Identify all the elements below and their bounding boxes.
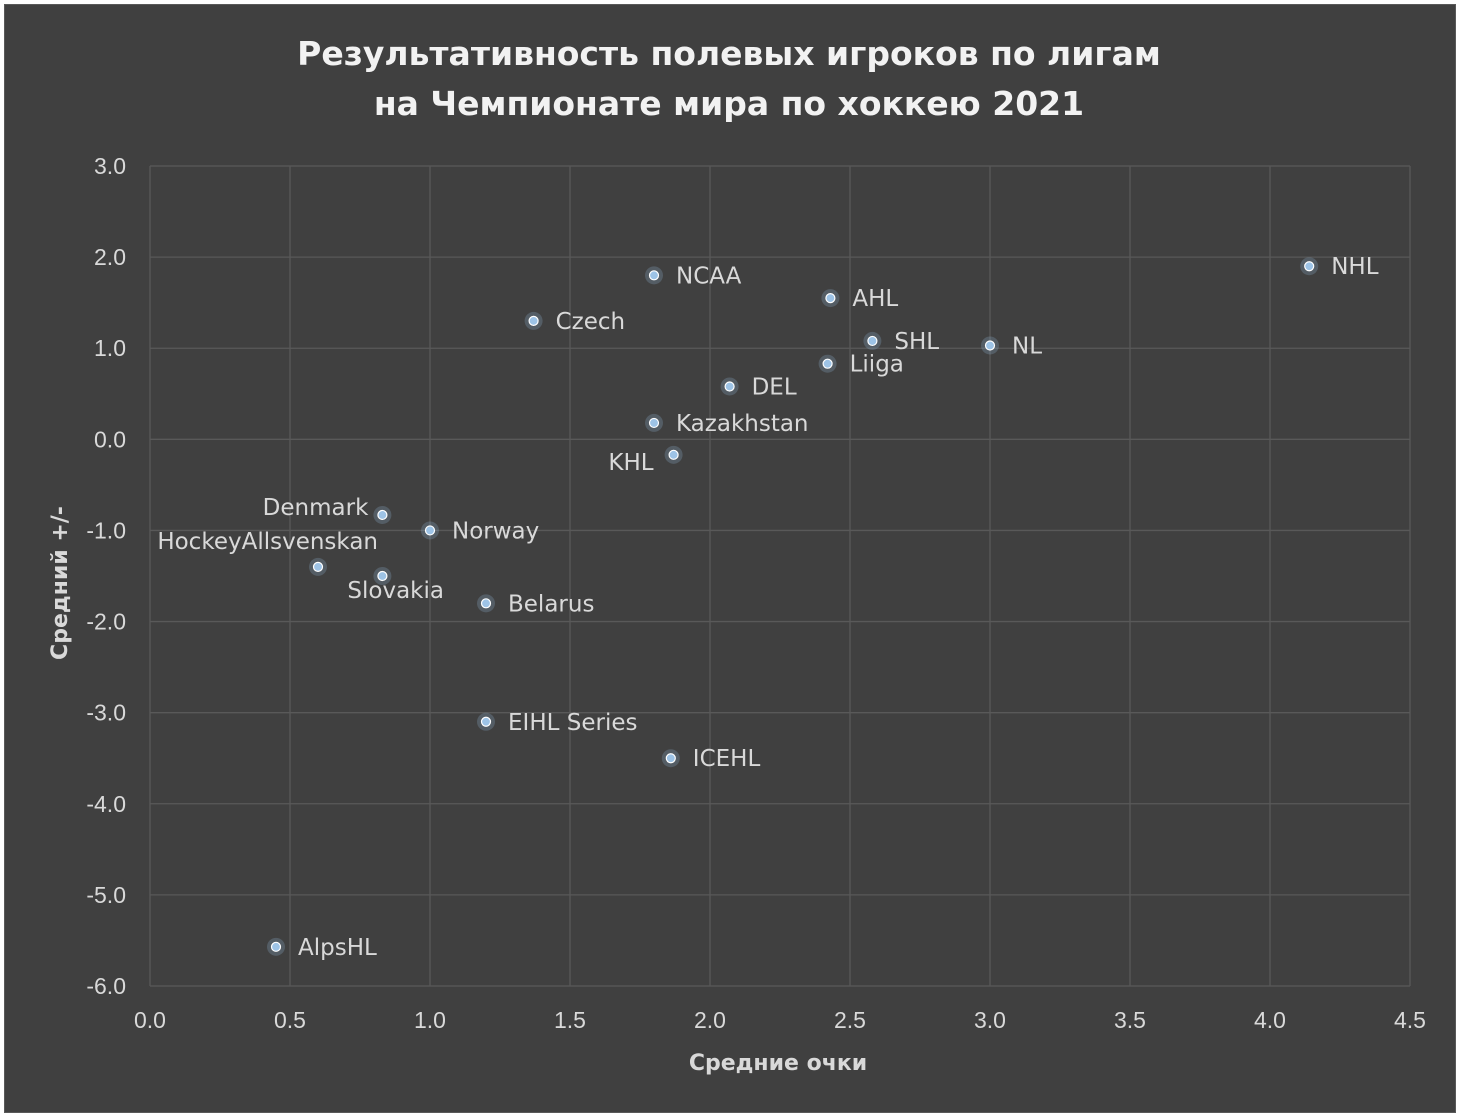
data-point (480, 598, 492, 609)
data-label: Kazakhstan (676, 411, 809, 437)
data-label: SHL (894, 329, 939, 355)
data-point (665, 753, 676, 764)
x-tick-label: 4.0 (1254, 1007, 1286, 1033)
data-label: KHL (608, 450, 653, 476)
data-point (528, 315, 539, 326)
data-label: Slovakia (347, 578, 444, 604)
x-axis-title: Средние очки (689, 1051, 867, 1076)
tick-labels: 0.0 0.5 1.0 1.5 2.0 2.5 3.0 3.5 4.0 4.5 3.0 2.0 1.0 0… (86, 153, 1426, 1033)
data-label: Czech (556, 309, 626, 335)
data-label: HockeyAllsvenskan (157, 529, 378, 555)
chart-title-line2: на Чемпионате мира по хоккею 2021 (374, 84, 1084, 123)
x-tick-label: 2.5 (834, 1007, 866, 1033)
y-tick-label: 0.0 (94, 426, 126, 452)
data-labels: NHL NCAA AHL Czech SHL NL Liiga DEL Kazakhstan KH… (157, 254, 1378, 961)
data-label: NHL (1331, 254, 1379, 280)
data-label: Norway (452, 518, 539, 544)
data-label: ICEHL (693, 746, 761, 772)
chart-container: Результативность полевых игроков по лига… (4, 4, 1456, 1113)
data-point (648, 270, 660, 281)
x-tick-label: 1.0 (414, 1007, 446, 1033)
y-tick-label: -6.0 (86, 973, 126, 999)
data-point (270, 941, 282, 952)
data-point (648, 417, 660, 429)
data-point (822, 358, 833, 369)
data-label: EIHL Series (508, 710, 637, 736)
x-tick-label: 0.0 (134, 1007, 166, 1033)
x-tick-label: 3.5 (1114, 1007, 1146, 1033)
y-tick-label: -5.0 (86, 882, 126, 908)
data-point (377, 509, 388, 521)
x-tick-label: 0.5 (274, 1007, 306, 1033)
data-point (724, 381, 735, 392)
chart-title-line1: Результативность полевых игроков по лига… (297, 34, 1161, 73)
data-point (867, 335, 878, 347)
y-axis-title: Средний +/- (48, 506, 73, 660)
y-tick-label: -3.0 (86, 700, 126, 726)
data-point (424, 525, 436, 536)
data-label: Denmark (263, 495, 369, 521)
gridlines (149, 165, 1411, 987)
data-point (1304, 261, 1315, 272)
data-label: Liiga (850, 352, 904, 378)
x-tick-label: 4.5 (1394, 1007, 1426, 1033)
y-tick-label: 3.0 (94, 153, 126, 179)
data-point (668, 449, 679, 460)
y-tick-label: -4.0 (86, 791, 126, 817)
data-label: AHL (852, 286, 898, 312)
data-point (984, 340, 996, 351)
data-point (377, 570, 388, 582)
data-label: NL (1012, 333, 1042, 359)
data-point (825, 293, 836, 304)
data-points (267, 257, 1319, 956)
data-label: DEL (752, 374, 797, 400)
data-point (480, 716, 492, 727)
y-tick-label: -2.0 (86, 609, 126, 635)
y-tick-label: 1.0 (94, 335, 126, 361)
data-point (312, 561, 324, 572)
data-label: AlpsHL (298, 935, 377, 961)
data-label: NCAA (676, 263, 742, 289)
data-label: Belarus (508, 591, 594, 617)
x-tick-label: 1.5 (554, 1007, 586, 1033)
y-tick-label: -1.0 (86, 517, 126, 543)
y-tick-label: 2.0 (94, 244, 126, 270)
scatter-chart: Результативность полевых игроков по лига… (48, 34, 1426, 1076)
x-tick-label: 2.0 (694, 1007, 726, 1033)
x-tick-label: 3.0 (974, 1007, 1006, 1033)
